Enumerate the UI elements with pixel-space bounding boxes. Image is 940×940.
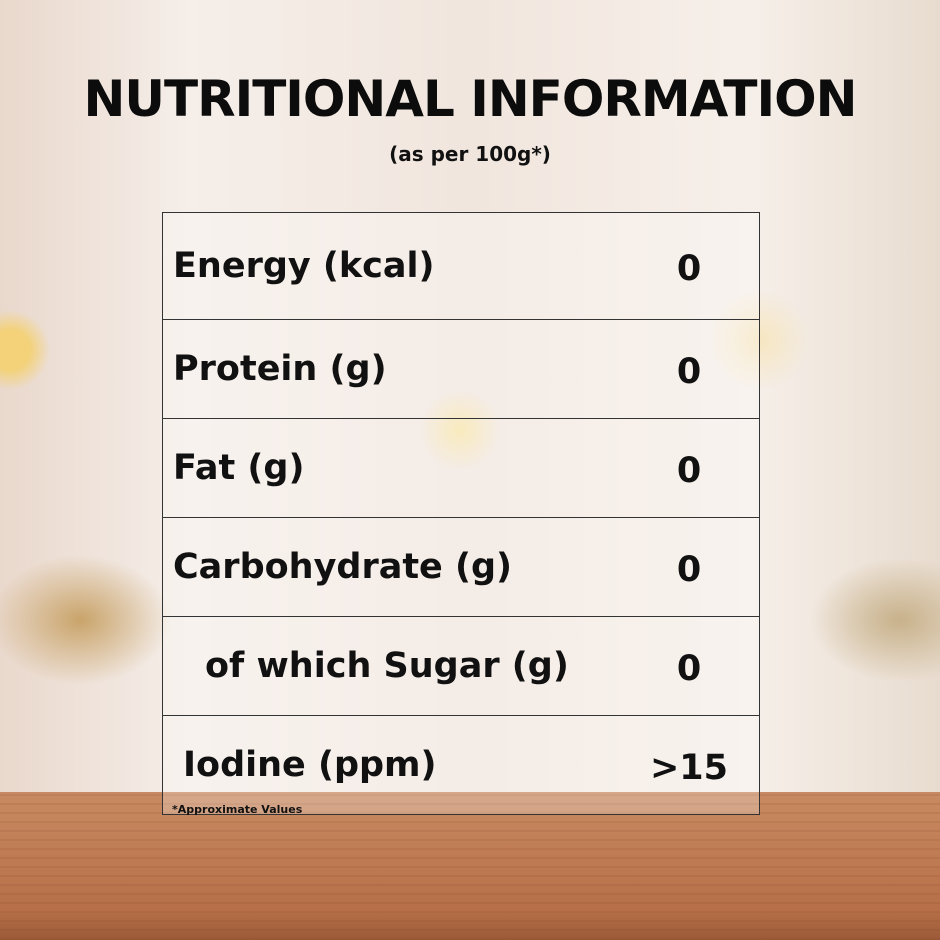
row-label: Fat (g) <box>162 418 619 518</box>
row-label: of which Sugar (g) <box>162 616 619 716</box>
row-label: Protein (g) <box>162 319 619 419</box>
footnote: *Approximate Values <box>172 803 303 816</box>
table-row: Protein (g) 0 <box>162 319 760 419</box>
table-row: Iodine (ppm) >15 <box>162 715 760 815</box>
row-value: 0 <box>619 319 760 419</box>
row-value: 0 <box>619 616 760 716</box>
table-row: Fat (g) 0 <box>162 418 760 518</box>
row-value: >15 <box>619 715 760 815</box>
row-value: 0 <box>619 517 760 617</box>
table-row: Carbohydrate (g) 0 <box>162 517 760 617</box>
nutrition-table: Energy (kcal) 0 Protein (g) 0 Fat (g) 0 Car… <box>162 212 760 815</box>
row-value: 0 <box>619 212 760 320</box>
wooden-table-surface <box>0 792 940 940</box>
page-title: NUTRITIONAL INFORMATION <box>83 70 858 128</box>
table-row: Energy (kcal) 0 <box>162 212 760 320</box>
row-value: 0 <box>619 418 760 518</box>
row-label: Energy (kcal) <box>162 212 619 320</box>
subtitle: (as per 100g*) <box>389 142 551 166</box>
row-label: Carbohydrate (g) <box>162 517 619 617</box>
row-label: Iodine (ppm) <box>162 715 619 815</box>
table-row: of which Sugar (g) 0 <box>162 616 760 716</box>
